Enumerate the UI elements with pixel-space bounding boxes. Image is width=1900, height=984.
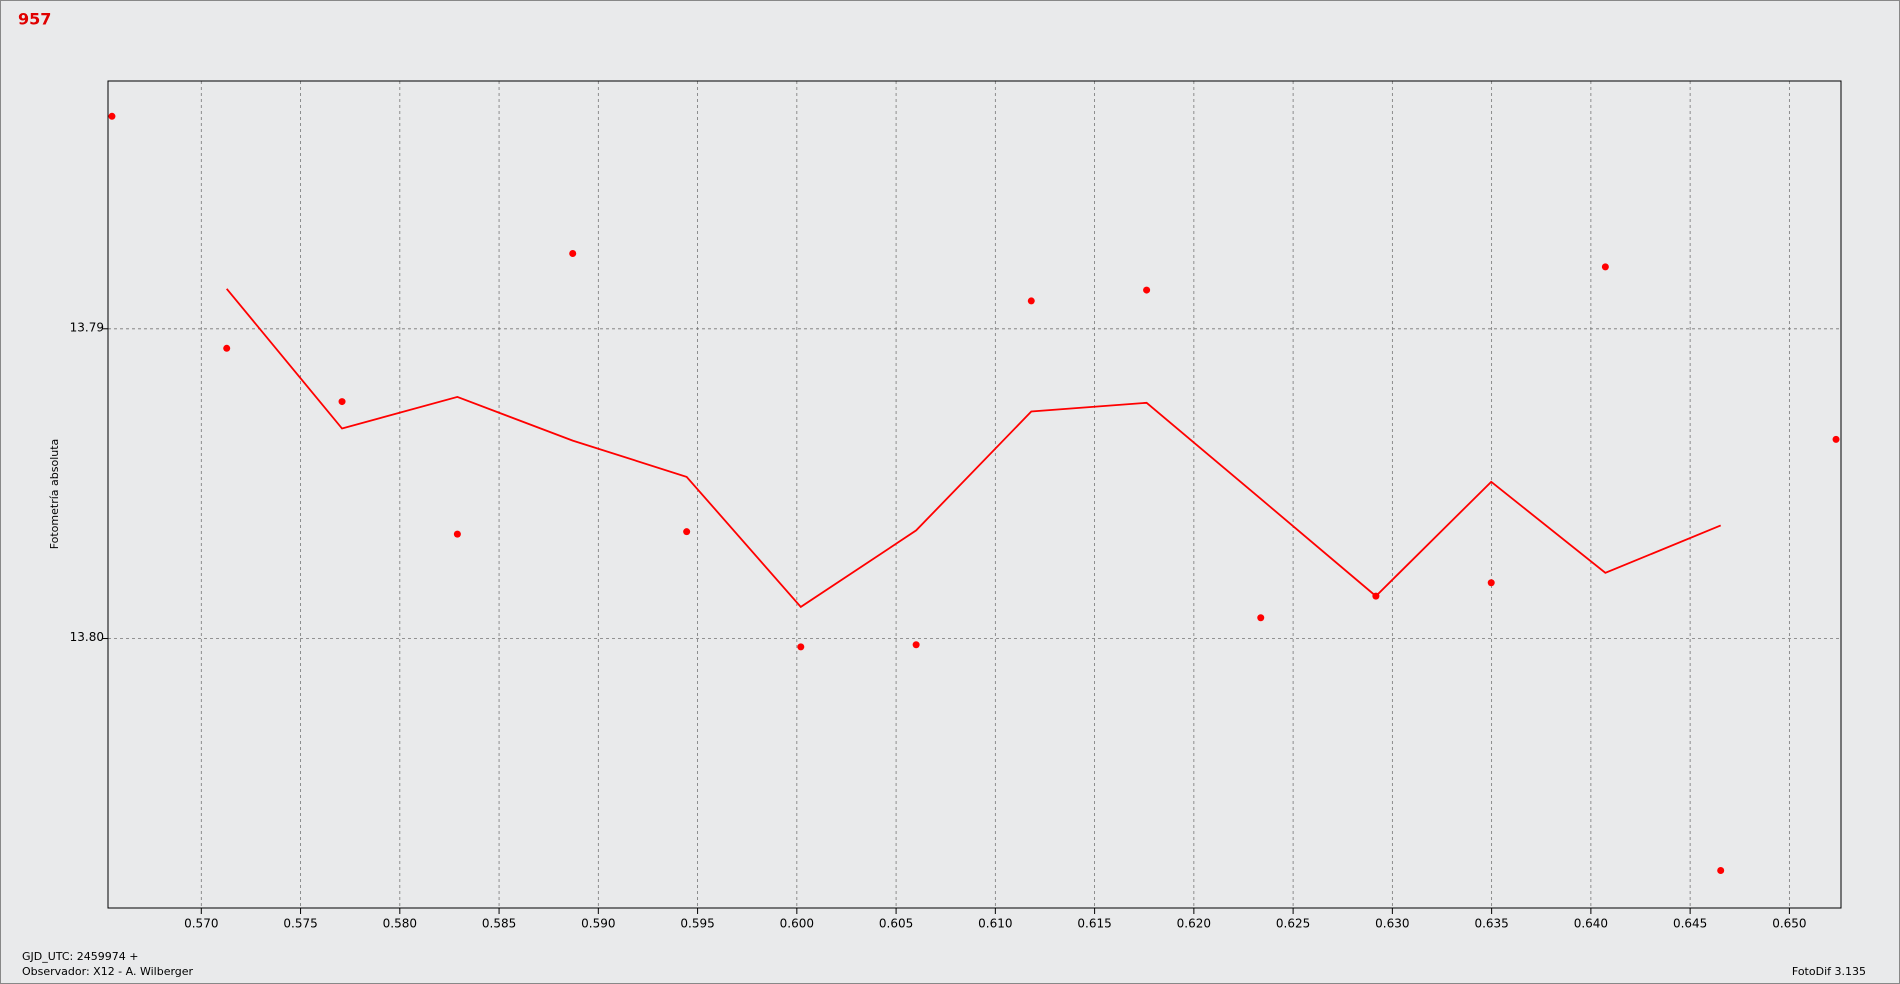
data-point: [453, 530, 461, 538]
x-tick-label: 0.635: [1474, 917, 1508, 931]
footer-note: Observador: X12 - A. Wilberger: [22, 965, 194, 978]
x-tick-label: 0.640: [1574, 917, 1608, 931]
chart-title: 957: [18, 10, 51, 29]
data-point: [338, 398, 346, 406]
x-tick-label: 0.625: [1276, 917, 1310, 931]
x-tick-label: 0.630: [1375, 917, 1409, 931]
x-tick-label: 0.590: [581, 917, 615, 931]
x-tick-label: 0.620: [1177, 917, 1211, 931]
data-point: [1487, 579, 1495, 587]
credit: FotoDif 3.135: [1792, 965, 1866, 978]
x-tick-label: 0.595: [680, 917, 714, 931]
data-point: [1601, 263, 1609, 271]
trend-line: [226, 288, 1722, 609]
x-tick-label: 0.650: [1772, 917, 1806, 931]
data-point: [912, 641, 920, 649]
x-tick-label: 0.645: [1673, 917, 1707, 931]
data-point: [1717, 867, 1725, 875]
footer-note: GJD_UTC: 2459974 +: [22, 950, 138, 963]
x-tick-label: 0.605: [879, 917, 913, 931]
data-point: [797, 643, 805, 651]
data-point: [1143, 286, 1151, 294]
data-point: [569, 250, 577, 258]
data-point: [108, 112, 116, 120]
data-point: [1257, 614, 1265, 622]
data-point: [1027, 297, 1035, 305]
x-tick-label: 0.615: [1077, 917, 1111, 931]
data-point: [223, 344, 231, 352]
plot-frame: [107, 80, 1842, 909]
y-axis-label: Fotometría absoluta: [48, 439, 61, 550]
x-tick-label: 0.610: [978, 917, 1012, 931]
x-tick-label: 0.600: [780, 917, 814, 931]
y-tick-label: 13.80: [70, 630, 104, 644]
x-tick-label: 0.575: [283, 917, 317, 931]
x-tick-label: 0.570: [184, 917, 218, 931]
data-point: [1832, 435, 1840, 443]
y-tick-label: 13.79: [70, 320, 104, 334]
x-tick-label: 0.580: [383, 917, 417, 931]
data-point: [683, 528, 691, 536]
x-tick-label: 0.585: [482, 917, 516, 931]
